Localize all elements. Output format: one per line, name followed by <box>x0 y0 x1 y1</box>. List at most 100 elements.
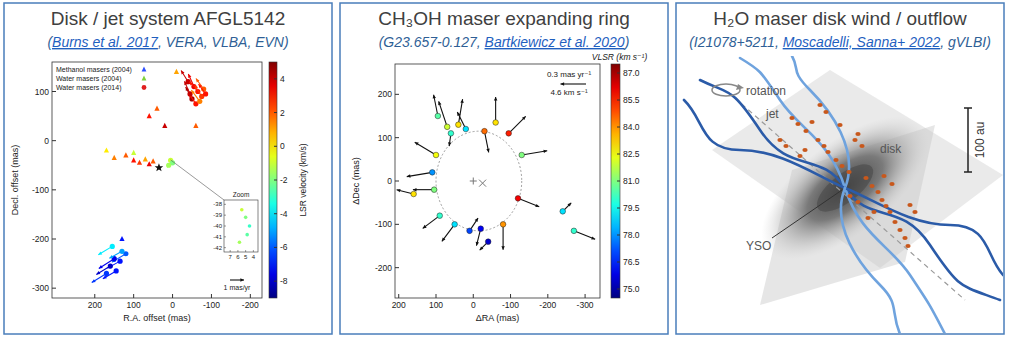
inset: Zoom7654-38-39-40-41-42 <box>171 160 258 260</box>
slide: Disk / jet system AFGL5142(Burns et al. … <box>0 0 1009 338</box>
arrow-head <box>240 278 244 281</box>
maser-spot <box>147 161 152 166</box>
arrow-head <box>196 79 200 83</box>
arrow-head <box>92 279 96 282</box>
x-tick <box>133 294 134 298</box>
maser-spot-illustration <box>809 120 814 124</box>
arrow-head <box>423 225 427 229</box>
reference-link[interactable]: Bartkiewicz et al. 2020 <box>485 34 625 50</box>
colorbar <box>611 64 620 298</box>
subtitle-text: , VERA, VLBA, EVN) <box>158 34 289 50</box>
maser-spot <box>467 228 473 234</box>
maser-spot-illustration <box>777 138 782 142</box>
inset-x-tick-label: 5 <box>244 254 248 260</box>
proper-motion-arrow <box>407 172 433 177</box>
maser-spot <box>429 170 435 176</box>
inset-spot <box>240 208 244 212</box>
legend-symbol <box>142 76 147 81</box>
panel-frame <box>4 3 332 334</box>
maser-spot-illustration <box>833 158 838 162</box>
maser-spot <box>110 244 115 249</box>
inset-title: Zoom <box>233 191 250 198</box>
x-tick-label: 200 <box>88 300 102 310</box>
arrow-head <box>433 95 436 99</box>
inset-x-tick <box>230 250 231 252</box>
maser-spot <box>108 263 113 268</box>
proper-motion-arrow <box>509 116 526 133</box>
x-tick <box>94 294 95 298</box>
colorbar-tick <box>274 281 277 282</box>
maser-spot-illustration <box>881 174 886 178</box>
scale-arrow-label: 1 mas/yr <box>224 284 252 292</box>
arrow-shaft <box>439 101 448 127</box>
y-tick-label: -100 <box>375 219 392 229</box>
y-tick <box>52 239 56 240</box>
x-tick-label: 0 <box>170 300 175 310</box>
arrow-shaft <box>99 259 114 269</box>
maser-spot <box>114 268 119 273</box>
colorbar-tick <box>274 112 277 113</box>
maser-spot-illustration <box>871 210 876 214</box>
scale-bar-cap <box>964 171 972 173</box>
colorbar-label: VLSR (km s⁻¹) <box>592 52 648 62</box>
inset-x-tick <box>237 250 238 252</box>
colorbar-tick-label: 85.5 <box>623 95 640 105</box>
arrow-head <box>476 242 479 246</box>
maser-spot-illustration <box>789 116 794 120</box>
x-tick <box>398 294 399 298</box>
arrow-shaft <box>407 172 433 176</box>
diagram-label: 100 au <box>973 122 987 159</box>
arrow-head <box>188 74 191 78</box>
inset-x-tick <box>253 250 254 252</box>
arrow-head <box>501 246 504 250</box>
maser-spot-illustration <box>839 164 844 168</box>
maser-spot <box>131 150 136 155</box>
maser-spot <box>560 209 566 215</box>
maser-spot <box>506 131 512 137</box>
maser-spot-illustration <box>837 123 842 127</box>
arrow-head <box>460 99 463 103</box>
reference-link[interactable]: Moscadelli, Sanna+ 2022 <box>783 34 941 50</box>
chart: 2001000-100-2001000-100-200-300R.A. offs… <box>10 62 308 323</box>
maser-spot <box>143 156 148 161</box>
yso-pointer <box>772 190 842 238</box>
arrow-head <box>480 246 484 250</box>
chart: 2001000-100-200-3002001000-100-200ΔRA (m… <box>351 52 647 323</box>
diagram-label: rotation <box>746 84 786 98</box>
arrow-head <box>591 236 595 239</box>
inset-y-tick-label: -38 <box>213 201 222 207</box>
reference-link[interactable]: Burns et al. 2017 <box>52 34 159 50</box>
inset-x-tick-label: 7 <box>229 254 233 260</box>
arrow-head <box>535 204 539 207</box>
maser-spot <box>203 91 208 96</box>
arrow-shaft <box>415 142 436 155</box>
diagram-labels: rotationjetdiskYSO100 au <box>712 84 987 253</box>
x-tick <box>211 294 212 298</box>
inset-y-tick-label: -39 <box>213 212 222 218</box>
arrow-shaft <box>495 97 496 123</box>
legend-symbol <box>142 85 147 90</box>
inset-x-tick-label: 6 <box>236 254 240 260</box>
y-axis-label: Decl. offset (mas) <box>10 145 20 215</box>
legend-label: Water masers (2004) <box>56 75 121 83</box>
arrow-head <box>561 82 565 85</box>
colorbar-tick-label: 81.0 <box>623 176 640 186</box>
maser-spot <box>482 128 488 134</box>
inset-y-tick <box>224 215 226 216</box>
maser-spot-illustration <box>869 184 874 188</box>
arrow-shaft <box>509 116 526 133</box>
arrow-head <box>567 203 571 207</box>
arrow-head <box>407 174 411 177</box>
arrow-shaft <box>561 83 587 84</box>
maser-spot <box>147 113 152 118</box>
maser-spot-illustration <box>892 220 897 224</box>
ring <box>436 131 522 231</box>
proper-motion-arrow <box>99 259 114 269</box>
arrow-head <box>99 265 103 268</box>
arrow-shaft <box>518 198 539 207</box>
diagram-label: disk <box>880 142 902 156</box>
arrow-head <box>415 142 419 145</box>
colorbar-tick-label: 87.0 <box>623 68 640 78</box>
maser-spot <box>437 213 443 219</box>
maser-spot-illustration <box>887 210 892 214</box>
